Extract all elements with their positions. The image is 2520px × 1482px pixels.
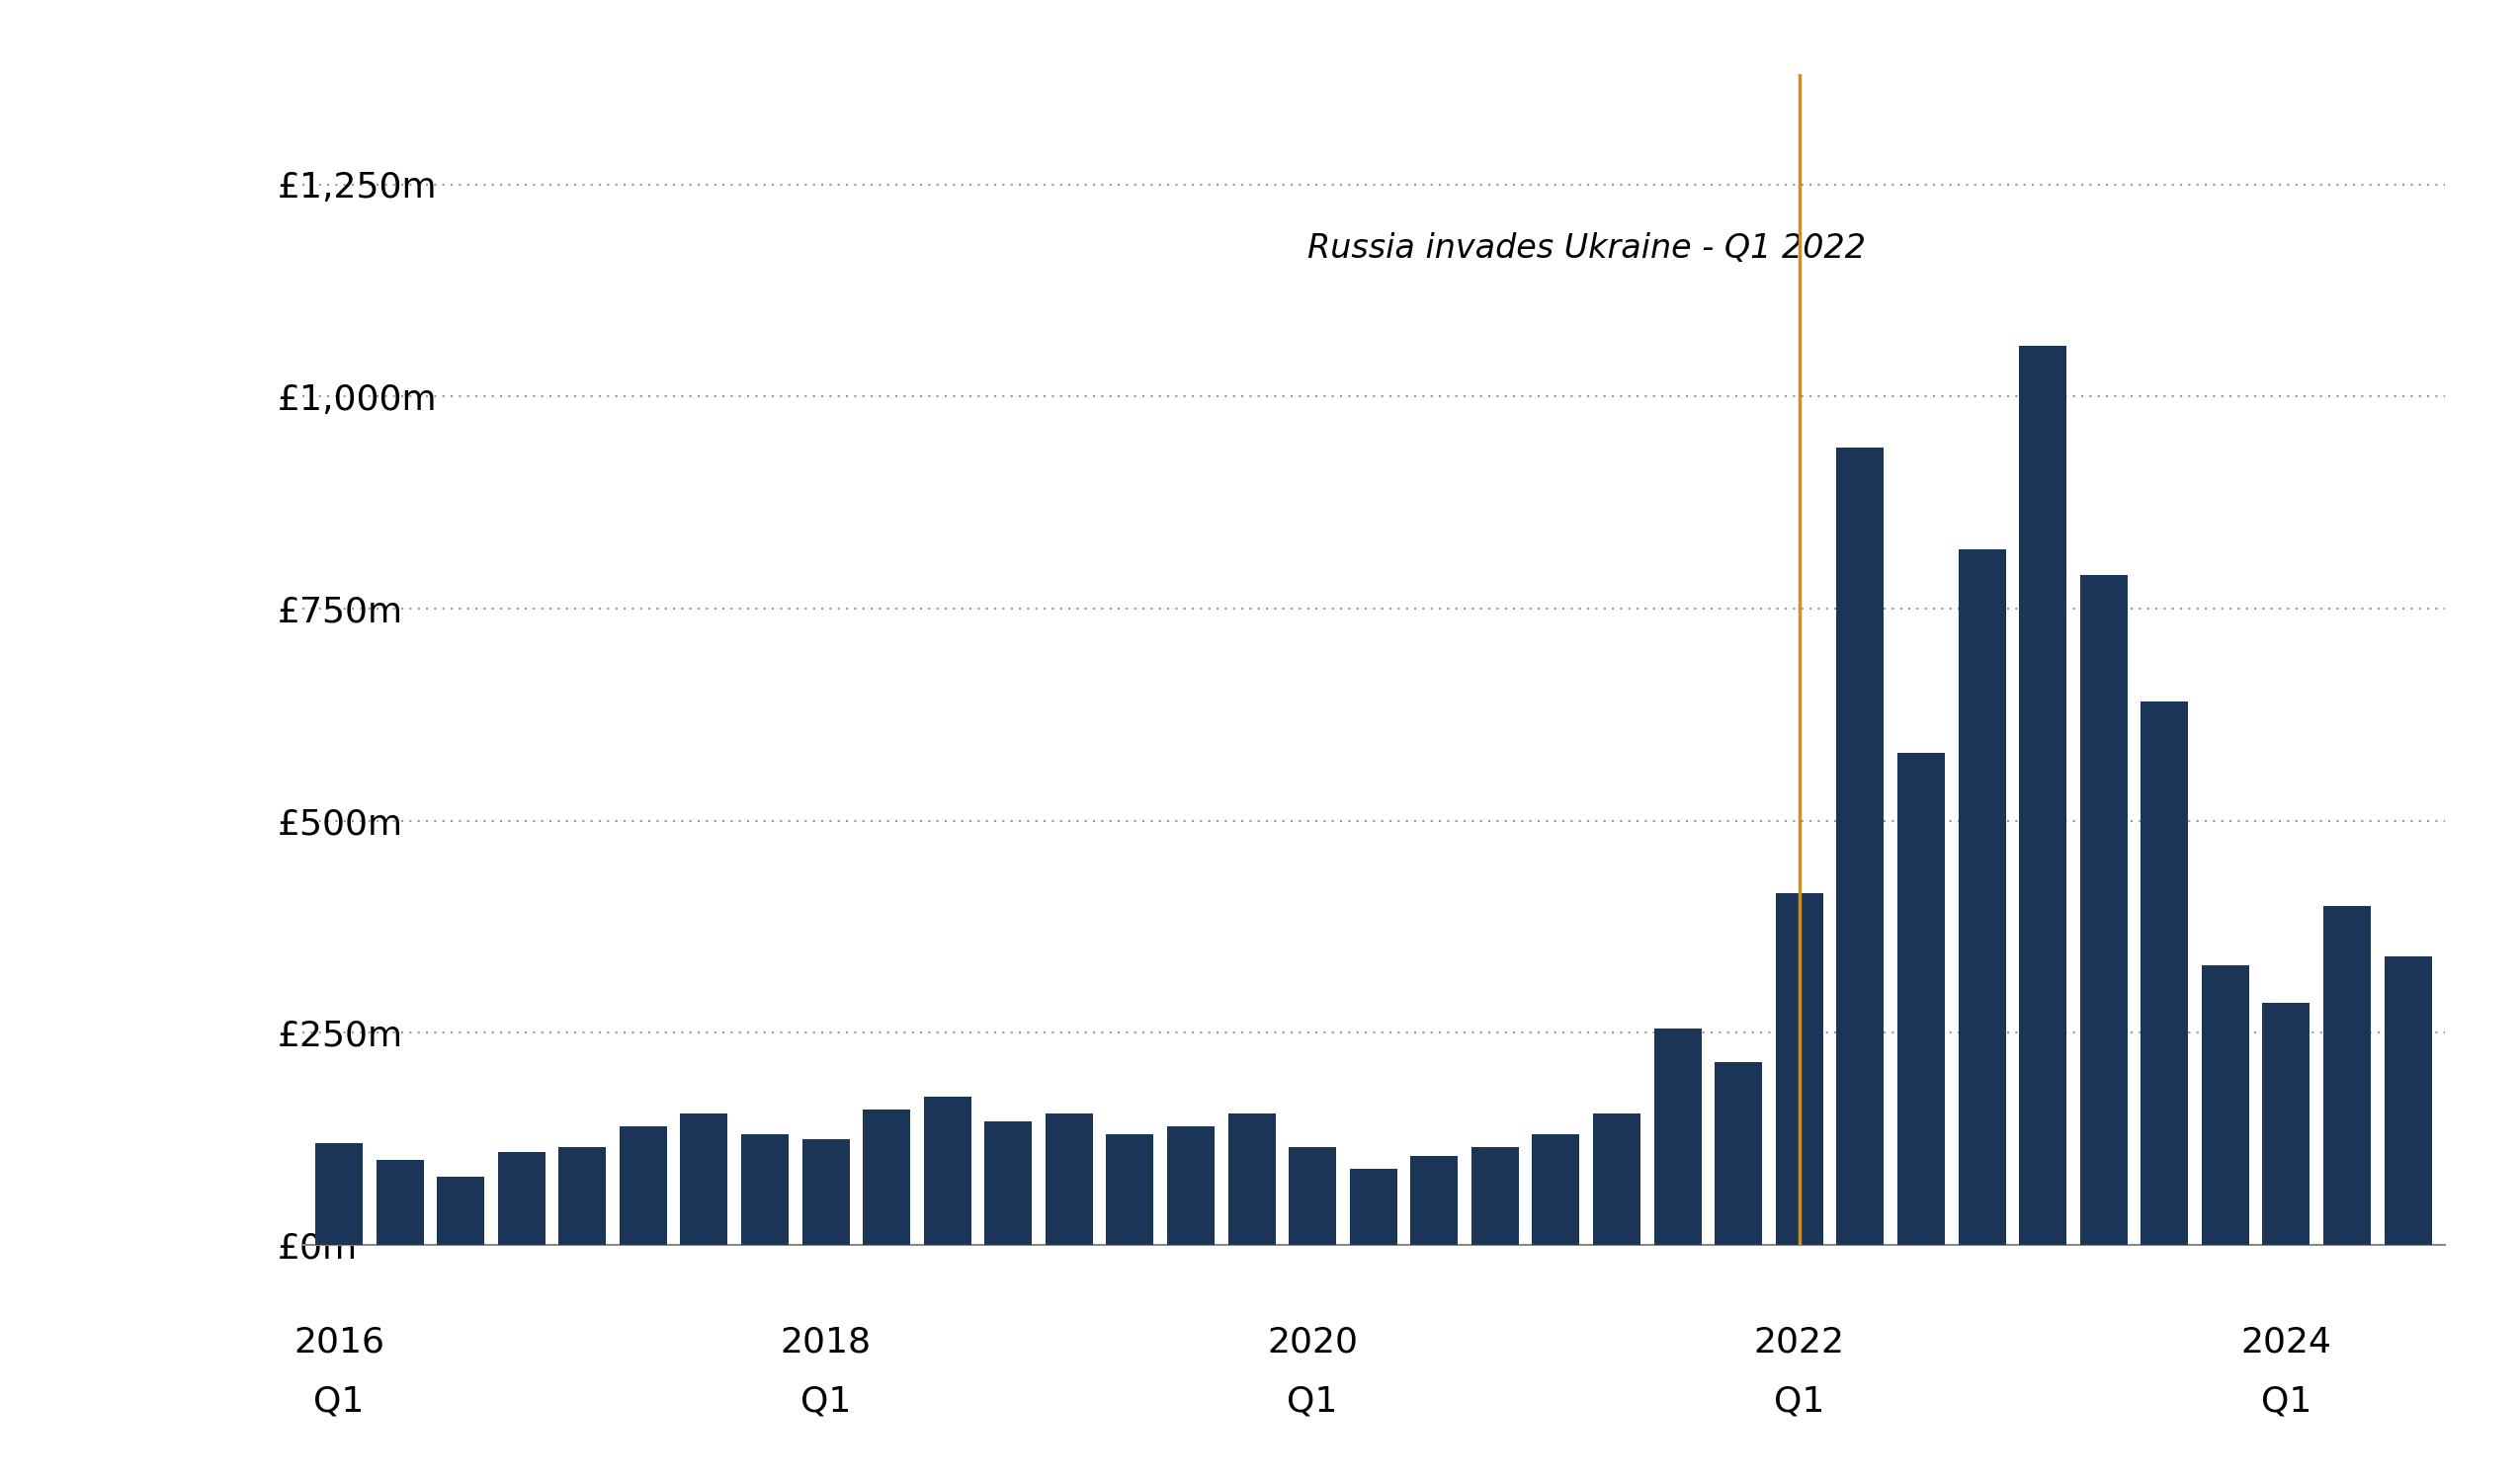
Text: 2016: 2016 — [292, 1325, 386, 1359]
Text: Russia invades Ukraine - Q1 2022: Russia invades Ukraine - Q1 2022 — [1308, 233, 1865, 265]
Bar — [315, 1143, 363, 1245]
Bar — [2384, 956, 2432, 1245]
Bar — [1777, 892, 1822, 1245]
Bar — [985, 1122, 1033, 1245]
Text: 2020: 2020 — [1268, 1325, 1358, 1359]
Bar — [680, 1113, 728, 1245]
Bar — [1958, 550, 2006, 1245]
Text: 2022: 2022 — [1754, 1325, 1845, 1359]
Bar — [2142, 702, 2187, 1245]
Bar — [620, 1126, 668, 1245]
Bar — [1714, 1063, 1761, 1245]
Bar — [375, 1160, 423, 1245]
Bar — [2019, 345, 2066, 1245]
Text: Q1: Q1 — [1774, 1384, 1824, 1418]
Bar — [2263, 1003, 2311, 1245]
Bar — [1837, 448, 1885, 1245]
Bar — [436, 1177, 484, 1245]
Bar — [1288, 1147, 1336, 1245]
Bar — [499, 1152, 544, 1245]
Bar — [1593, 1113, 1641, 1245]
Bar — [1351, 1168, 1396, 1245]
Text: Q1: Q1 — [1288, 1384, 1338, 1418]
Text: Q1: Q1 — [2260, 1384, 2311, 1418]
Bar — [1046, 1113, 1094, 1245]
Bar — [2079, 575, 2127, 1245]
Bar — [559, 1147, 605, 1245]
Bar — [1472, 1147, 1520, 1245]
Bar — [1227, 1113, 1275, 1245]
Text: Q1: Q1 — [312, 1384, 365, 1418]
Bar — [1653, 1029, 1701, 1245]
Bar — [1167, 1126, 1215, 1245]
Text: 2024: 2024 — [2240, 1325, 2331, 1359]
Bar — [862, 1109, 910, 1245]
Bar — [1532, 1135, 1580, 1245]
Bar — [1411, 1156, 1459, 1245]
Bar — [1898, 753, 1945, 1245]
Bar — [741, 1135, 789, 1245]
Bar — [1106, 1135, 1154, 1245]
Text: 2018: 2018 — [781, 1325, 872, 1359]
Bar — [2202, 965, 2248, 1245]
Bar — [801, 1138, 849, 1245]
Text: Q1: Q1 — [801, 1384, 852, 1418]
Bar — [925, 1097, 970, 1245]
Bar — [2323, 906, 2371, 1245]
